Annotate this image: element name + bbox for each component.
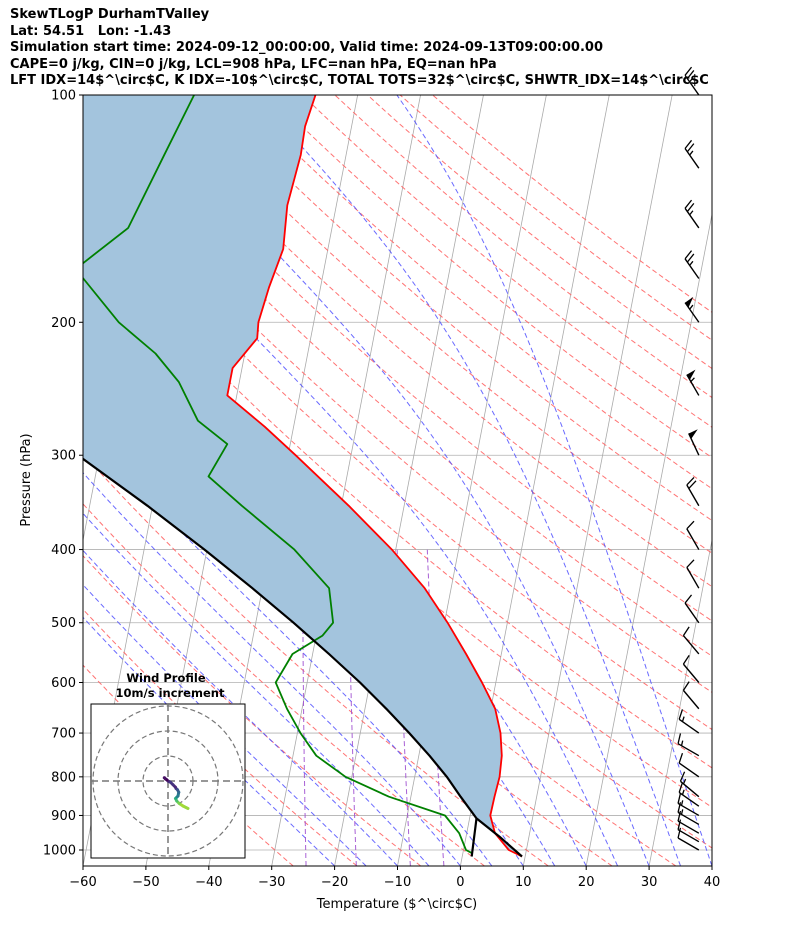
dry-adiabat-line [83,104,712,657]
wind-barb [678,709,700,734]
indices-line-1: CAPE=0 j/kg, CIN=0 j/kg, LCL=908 hPa, LF… [10,56,497,72]
isotherm-line [334,95,484,866]
x-tick-label: −10 [384,875,411,890]
y-tick-label: 600 [51,676,76,691]
x-axis-label: Temperature ($^\circ$C) [316,897,477,912]
x-tick-label: 30 [641,875,658,890]
wind-barb [677,733,700,757]
isotherm-line [648,538,712,866]
moist-adiabat-line [83,147,619,866]
dry-adiabat-line [334,95,712,399]
wind-barb [678,752,700,778]
chart-title-block: SkewTLogP DurhamTValley Lat: 54.51 Lon: … [10,7,709,90]
hodograph-subtitle: 10m/s increment [116,686,225,700]
dry-adiabat-line [301,95,712,428]
wind-barb [686,369,700,396]
wind-barb [686,476,700,507]
chart-title: SkewTLogP DurhamTValley [10,7,210,22]
wind-barb [677,793,700,817]
hodograph-title: Wind Profile [126,671,206,685]
isotherm-line [271,95,421,866]
x-tick-label: 20 [578,875,595,890]
dry-adiabat-line [366,95,712,370]
wind-barb [677,819,700,843]
dry-adiabat-line [83,184,712,731]
x-tick-label: −30 [258,875,285,890]
x-tick-label: −40 [195,875,222,890]
wind-barb [684,594,700,624]
y-tick-label: 800 [51,770,76,785]
moist-adiabat-line [254,95,681,866]
wind-barb [684,66,700,96]
mixing-ratio-line [396,549,411,866]
parcel-line [83,457,523,858]
isotherm-line [522,95,673,866]
dry-adiabat-line [203,95,712,522]
wind-barb [682,655,700,683]
wind-barb [679,771,700,798]
wind-barb [688,429,700,456]
x-tick-label: −60 [69,875,96,890]
x-tick-label: 0 [456,875,464,890]
wind-barb [682,626,700,655]
wind-barb [684,296,700,323]
wind-barb [686,559,700,589]
moist-adiabat-line [83,426,493,866]
isotherm-line [585,212,712,866]
y-axis-label: Pressure (hPa) [19,433,34,526]
wind-barb [678,782,700,807]
dry-adiabat-line [83,143,712,693]
y-tick-label: 200 [51,316,76,331]
wind-barb [686,520,700,550]
y-tick-label: 100 [51,89,76,104]
time-line: Simulation start time: 2024-09-12_00:00:… [10,40,603,55]
y-tick-label: 500 [51,616,76,631]
mixing-ratio-line [302,549,307,866]
dry-adiabat-line [83,312,712,849]
dry-adiabat-line [236,95,712,490]
mixing-ratio-line [347,549,357,866]
isotherm-line [711,863,712,866]
profile-lines [83,95,523,858]
moist-adiabat-line [131,95,650,866]
dry-adiabat-line [106,95,712,622]
wind-barbs [677,66,700,851]
y-tick-label: 400 [51,543,76,558]
dewpoint-line [83,95,473,855]
axes: −60 −50 −40 −30 −20 −10 0 10 20 30 40 1000 900 800 700… [43,89,720,891]
dry-adiabat-line [83,608,358,866]
y-tick-label: 300 [51,449,76,464]
dry-adiabat-line [83,404,613,866]
y-tick-label: 1000 [43,844,76,859]
moist-adiabat-line [83,472,461,866]
moist-adiabat-line [83,584,367,866]
isotherm-line [775,95,794,866]
x-tick-label: −50 [132,875,159,890]
dry-adiabat-line [171,95,712,554]
x-tick-label: −20 [321,875,348,890]
indices-line-2: LFT IDX=14$^\circ$C, K IDX=-10$^\circ$C,… [10,73,709,88]
parcel-lcl-dewpoint-line [470,818,478,857]
cin-cape-shading [83,95,522,857]
y-tick-label: 900 [51,809,76,824]
x-tick-label: 40 [704,875,721,890]
wind-barb [684,139,700,169]
wind-barb [677,827,700,851]
y-tick-label: 700 [51,727,76,742]
location-line: Lat: 54.51 Lon: -1.43 [10,23,172,39]
wind-barb [684,250,700,279]
x-tick-label: 10 [515,875,532,890]
wind-barb [677,810,700,834]
wind-barb [684,199,700,229]
wind-barb [682,681,700,710]
temperature-line [226,95,523,858]
